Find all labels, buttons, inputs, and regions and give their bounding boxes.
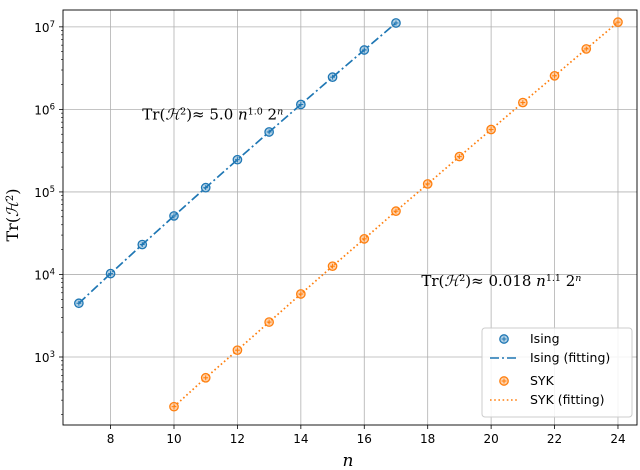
x-tick-label: 12 — [230, 432, 245, 446]
data-point-ising — [327, 72, 338, 83]
data-point-ising — [232, 154, 243, 165]
fit-annotation-syk: Tr(ℋ2)≈ 0.018 n1.1 2n — [421, 272, 581, 290]
legend-item-syk: SYK — [499, 373, 555, 388]
x-tick-label: 18 — [420, 432, 435, 446]
legend-label-ising-fitting: Ising (fitting) — [530, 350, 610, 365]
data-point-syk — [295, 289, 306, 299]
legend-item-ising: Ising — [499, 331, 560, 346]
data-point-syk — [169, 401, 179, 412]
data-point-syk — [327, 261, 338, 272]
y-tick-label: 103 — [34, 350, 55, 365]
data-point-ising — [295, 99, 306, 110]
x-axis-label: n — [343, 451, 354, 470]
fit-annotation-ising: Tr(ℋ2)≈ 5.0 n1.0 2n — [142, 106, 283, 124]
data-point-syk — [232, 345, 243, 356]
data-point-syk — [359, 234, 370, 244]
legend-point-syk — [499, 376, 509, 386]
data-point-syk — [581, 44, 592, 54]
plot-frame — [62, 9, 638, 426]
data-point-ising — [264, 127, 274, 137]
data-point-syk — [486, 124, 496, 135]
x-tick-label: 22 — [547, 432, 562, 446]
x-tick-label: 10 — [166, 432, 181, 446]
y-tick-label: 105 — [34, 185, 55, 200]
x-tick-label: 24 — [610, 432, 625, 446]
x-tick-label: 16 — [357, 432, 372, 446]
data-point-ising — [137, 239, 148, 250]
axis-ticks: 8 10 12 14 16 18 20 22 24 103 104 105 106 107 — [34, 20, 625, 446]
data-point-syk — [391, 206, 401, 216]
y-tick-label: 104 — [34, 267, 55, 282]
data-point-syk — [517, 97, 528, 108]
legend-point-ising — [499, 334, 509, 344]
plot-series — [74, 17, 623, 412]
y-axis-label-h: ℋ — [3, 199, 22, 217]
legend: Ising Ising (fitting) SYK SYK (fitting) — [481, 327, 633, 418]
data-point-syk — [264, 317, 274, 327]
data-point-syk — [549, 70, 560, 81]
y-axis-label-exp: 2 — [5, 195, 16, 201]
data-point-ising — [74, 298, 84, 309]
x-tick-label: 20 — [483, 432, 498, 446]
legend-item-syk-fitting: SYK (fitting) — [490, 392, 605, 407]
data-point-syk — [422, 179, 433, 189]
legend-label-syk: SYK — [530, 373, 555, 388]
x-tick-label: 14 — [293, 432, 308, 446]
legend-marker-ising — [499, 334, 509, 344]
data-point-syk — [200, 372, 211, 383]
data-point-ising — [391, 18, 401, 28]
fit-line-ising-fitting — [78, 22, 397, 304]
legend-label-ising: Ising — [530, 331, 560, 346]
data-point-syk — [613, 17, 623, 28]
grid — [63, 10, 637, 425]
data-point-syk — [454, 151, 465, 162]
y-axis-label: Tr(ℋ2) — [3, 189, 22, 242]
y-tick-label: 107 — [34, 20, 55, 35]
legend-box — [481, 327, 633, 418]
legend-item-ising-fitting: Ising (fitting) — [490, 350, 610, 365]
data-point-ising — [200, 182, 211, 193]
legend-label-syk-fitting: SYK (fitting) — [530, 392, 605, 407]
data-point-ising — [105, 268, 116, 279]
y-tick-label: 106 — [34, 102, 55, 117]
x-tick-label: 8 — [107, 432, 115, 446]
legend-marker-syk — [499, 376, 509, 386]
data-point-ising — [359, 45, 370, 55]
data-point-ising — [169, 211, 179, 221]
